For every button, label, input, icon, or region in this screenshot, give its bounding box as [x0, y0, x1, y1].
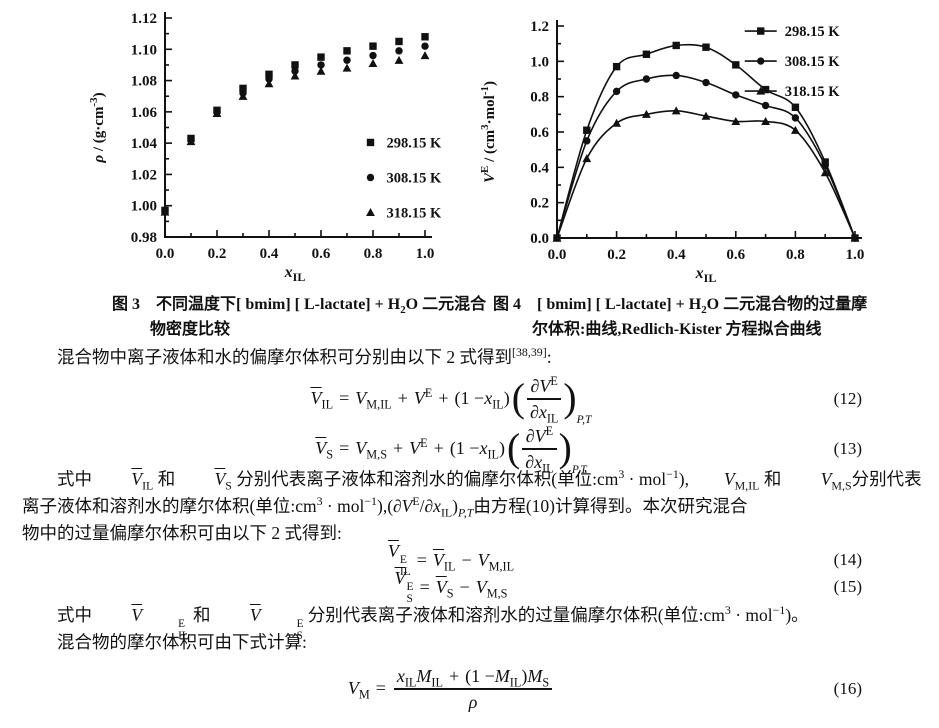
legend-entry: 298.15 K: [744, 24, 841, 40]
axes: [164, 12, 432, 238]
equation-15-content: V E S = VS − VM,S: [394, 568, 508, 606]
figure4-caption: 图 4 [ bmim] [ L-lactate] + H2O 二元混合物的过量摩…: [493, 292, 923, 342]
equation-13-number: (13): [833, 439, 862, 458]
equation-16-content: VM = xIL MIL + (1 − MIL) MS ρ: [348, 665, 554, 713]
svg-text:0.6: 0.6: [312, 246, 331, 262]
svg-text:0.6: 0.6: [726, 247, 745, 263]
excess-molar-volume-chart: 0.0 0.2 0.4 0.6 0.8 1.0 0.0 0.2 0.4 0.6 0.8 1.0 1.2 V…: [479, 19, 865, 285]
svg-text:1.10: 1.10: [131, 42, 157, 58]
svg-text:0.0: 0.0: [530, 231, 549, 247]
equation-14-number: (14): [833, 550, 862, 569]
svg-text:0.8: 0.8: [786, 247, 805, 263]
equation-12-number: (12): [833, 389, 862, 408]
equation-15: V E S = VS − VM,S (15): [22, 568, 880, 605]
equation-14: V E IL = VIL − VM,IL (14): [22, 541, 880, 578]
svg-text:0.2: 0.2: [607, 247, 626, 263]
svg-text:318.15 K: 318.15 K: [387, 205, 443, 221]
legend-entry: 318.15 K: [366, 205, 442, 221]
density-vs-composition-chart: 0.0 0.2 0.4 0.6 0.8 1.0 0.98 1.00 1.02 1.04 1.06 1.…: [88, 11, 442, 284]
svg-text:0.2: 0.2: [530, 196, 549, 212]
y-axis-label: ρ / (g·cm-3): [88, 92, 107, 163]
svg-text:0.4: 0.4: [667, 247, 686, 263]
legend: 298.15 K 308.15 K 318.15 K: [744, 24, 841, 100]
svg-text:1.04: 1.04: [131, 136, 158, 152]
figure4-caption-line1: 图 4 [ bmim] [ L-lactate] + H2O 二元混合物的过量摩: [493, 296, 868, 317]
figure3-caption: 图 3 不同温度下[ bmim] [ L-lactate] + H2O 二元混合…: [112, 292, 492, 342]
y-axis-label: VE / (cm3·mol-1): [479, 81, 498, 183]
series-298.15-K: [161, 33, 429, 215]
series-308.15-K: [161, 42, 429, 215]
figure3-caption-line2: 物密度比较: [150, 321, 231, 338]
svg-text:308.15 K: 308.15 K: [785, 54, 841, 70]
svg-text:1.08: 1.08: [131, 74, 157, 90]
equation-16: VM = xIL MIL + (1 − MIL) MS ρ (16): [22, 656, 880, 722]
svg-text:0.4: 0.4: [530, 160, 549, 176]
x-axis-label: xIL: [695, 265, 717, 285]
paragraph-molar-volume-intro: 混合物的摩尔体积可由下式计算:: [57, 632, 307, 652]
paragraph-definitions-line2: 离子液体和溶剂水的摩尔体积(单位:cm3 · mol−1),(∂VE/∂xIL)…: [22, 494, 748, 520]
svg-text:0.4: 0.4: [260, 246, 279, 262]
paragraph-definitions-line3: 物中的过量偏摩尔体积可由以下 2 式得到:: [22, 523, 342, 543]
legend: 298.15 K 308.15 K 318.15 K: [366, 135, 442, 221]
svg-text:1.0: 1.0: [530, 54, 549, 70]
svg-text:0.8: 0.8: [530, 90, 549, 106]
equation-13: VS = VM,S + VE + (1 − xIL)(∂VE ∂xIL) P,T (13): [22, 422, 880, 477]
equation-12-content: VIL = VM,IL + VE + (1 − xIL)(∂VE ∂xIL) P,T: [310, 373, 592, 427]
svg-text:1.0: 1.0: [846, 247, 865, 263]
equation-15-number: (15): [833, 577, 862, 596]
equation-16-number: (16): [833, 679, 862, 698]
svg-text:308.15 K: 308.15 K: [387, 170, 443, 186]
svg-text:0.6: 0.6: [530, 125, 549, 141]
figure4-caption-line2: 尔体积:曲线,Redlich-Kister 方程拟合曲线: [532, 321, 822, 338]
svg-text:298.15 K: 298.15 K: [387, 135, 443, 151]
svg-text:0.0: 0.0: [156, 246, 175, 262]
figure3-caption-line1: 图 3 不同温度下[ bmim] [ L-lactate] + H2O 二元混合: [112, 296, 487, 317]
legend-entry: 298.15 K: [366, 135, 443, 151]
svg-text:1.00: 1.00: [131, 199, 157, 215]
svg-text:318.15 K: 318.15 K: [785, 84, 841, 100]
svg-text:1.06: 1.06: [131, 105, 158, 121]
svg-text:0.98: 0.98: [131, 230, 157, 246]
svg-text:1.0: 1.0: [416, 246, 435, 262]
axes: [556, 20, 862, 239]
legend-entry: 308.15 K: [366, 170, 443, 186]
equation-13-content: VS = VM,S + VE + (1 − xIL)(∂VE ∂xIL) P,T: [315, 423, 587, 477]
series-318.15-K: [160, 51, 430, 216]
paragraph-partial-molar-intro: 混合物中离子液体和水的偏摩尔体积可分别由以下 2 式得到[38,39]:: [57, 345, 552, 367]
series-318.15-K: [552, 106, 860, 242]
legend-entry: 308.15 K: [744, 54, 841, 70]
svg-text:1.02: 1.02: [131, 167, 157, 183]
equation-14-content: V E IL = VIL − VM,IL: [387, 541, 515, 579]
equation-12: VIL = VM,IL + VE + (1 − xIL)(∂VE ∂xIL) P,T (12): [22, 372, 880, 427]
svg-text:0.2: 0.2: [208, 246, 227, 262]
paragraph-definitions-line1: 式中 VIL 和 VS 分别代表离子液体和溶剂水的偏摩尔体积(单位:cm3 · …: [57, 467, 922, 493]
ticks: [164, 17, 426, 238]
svg-text:1.2: 1.2: [530, 19, 549, 35]
legend-entry: 318.15 K: [744, 84, 841, 100]
x-axis-label: xIL: [284, 264, 306, 284]
svg-text:0.8: 0.8: [364, 246, 383, 262]
svg-text:298.15 K: 298.15 K: [785, 24, 841, 40]
svg-text:0.0: 0.0: [548, 247, 567, 263]
svg-text:1.12: 1.12: [131, 11, 157, 27]
